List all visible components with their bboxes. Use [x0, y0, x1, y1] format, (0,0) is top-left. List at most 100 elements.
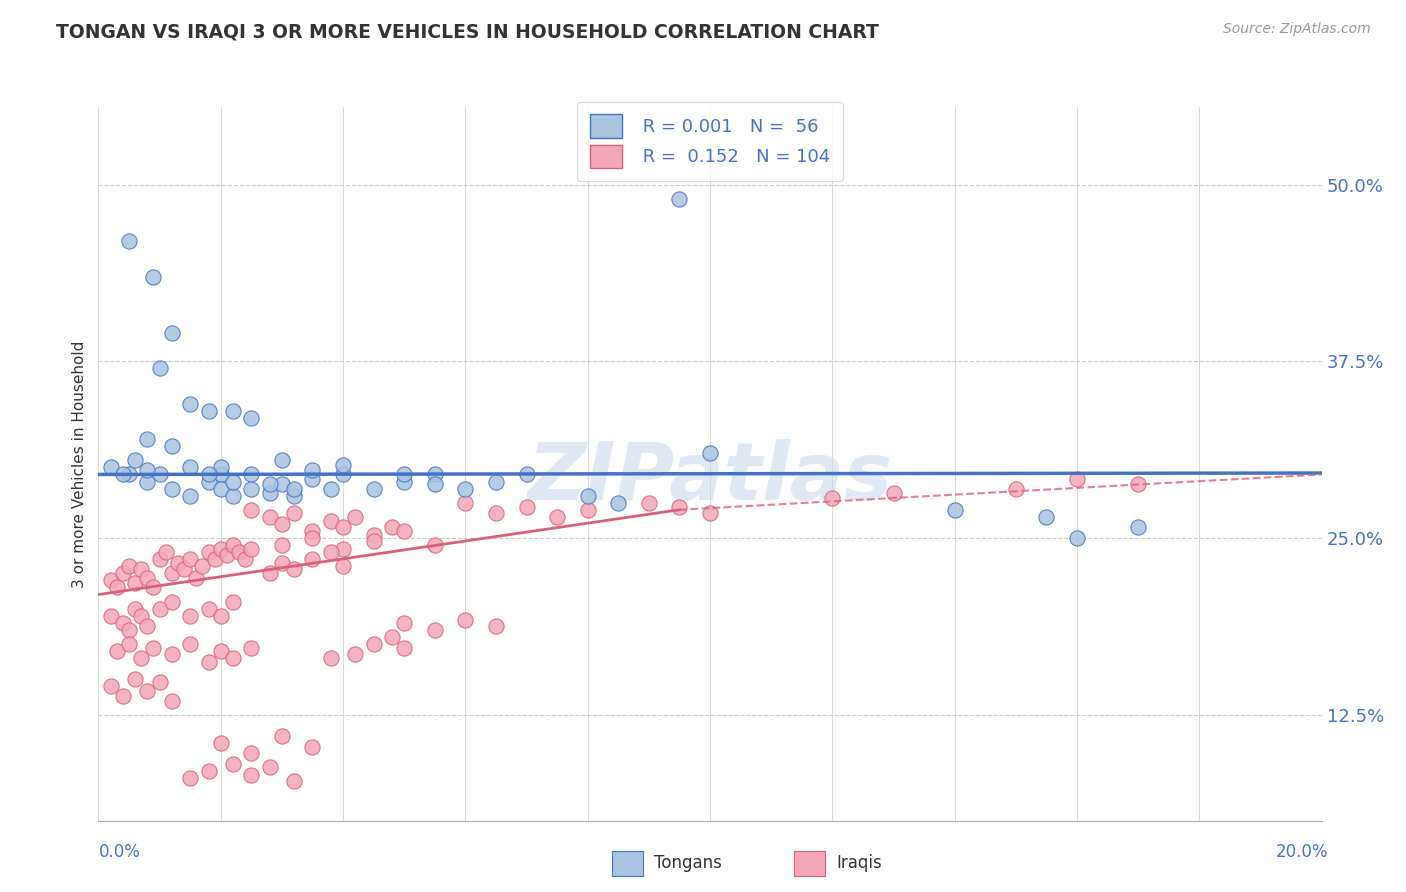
Point — [576, 489, 599, 503]
Point — [105, 581, 128, 595]
Point — [129, 562, 152, 576]
Point — [668, 192, 690, 206]
Point — [197, 404, 219, 418]
Point — [124, 601, 146, 615]
Point — [423, 477, 446, 491]
Point — [270, 729, 292, 743]
Point — [319, 514, 342, 528]
Point — [454, 496, 477, 510]
Text: Source: ZipAtlas.com: Source: ZipAtlas.com — [1223, 22, 1371, 37]
Point — [332, 519, 354, 533]
Point — [179, 489, 201, 503]
Text: 0.0%: 0.0% — [98, 843, 141, 861]
Point — [301, 531, 323, 545]
Point — [124, 576, 146, 591]
Point — [270, 557, 292, 571]
Point — [118, 234, 141, 248]
Point — [259, 760, 281, 774]
Point — [454, 482, 477, 496]
Point — [363, 533, 385, 548]
Point — [485, 475, 508, 489]
Point — [136, 432, 159, 446]
Point — [209, 644, 232, 658]
Point — [270, 538, 292, 552]
Point — [209, 467, 232, 482]
Point — [222, 489, 245, 503]
Point — [423, 467, 446, 482]
Point — [105, 644, 128, 658]
Point — [332, 559, 354, 574]
Point — [215, 548, 238, 562]
Point — [142, 581, 165, 595]
Point — [576, 502, 599, 516]
Point — [118, 623, 141, 637]
Point — [240, 542, 263, 557]
Point — [160, 566, 183, 581]
Point — [423, 623, 446, 637]
Point — [100, 608, 122, 623]
Point — [1066, 531, 1088, 545]
Text: Iraqis: Iraqis — [837, 855, 883, 872]
Point — [454, 613, 477, 627]
Point — [344, 647, 367, 661]
Text: Tongans: Tongans — [654, 855, 721, 872]
Point — [197, 467, 219, 482]
Point — [1128, 477, 1150, 491]
Point — [240, 467, 263, 482]
Point — [485, 618, 508, 632]
Point — [301, 552, 323, 566]
Point — [186, 571, 208, 585]
Point — [179, 397, 201, 411]
Point — [118, 467, 141, 482]
Point — [111, 566, 134, 581]
Point — [222, 475, 245, 489]
Point — [392, 467, 416, 482]
Point — [259, 566, 281, 581]
Point — [197, 764, 219, 779]
Point — [283, 506, 305, 520]
Point — [240, 641, 263, 656]
Point — [240, 768, 263, 782]
Point — [142, 641, 165, 656]
Point — [240, 746, 263, 760]
Point — [111, 690, 134, 704]
Point — [209, 460, 232, 475]
Point — [821, 491, 844, 506]
Point — [637, 496, 661, 510]
Y-axis label: 3 or more Vehicles in Household: 3 or more Vehicles in Household — [72, 340, 87, 588]
Point — [1004, 482, 1026, 496]
Point — [149, 361, 172, 376]
Point — [516, 467, 538, 482]
Text: 20.0%: 20.0% — [1277, 843, 1329, 861]
Point — [209, 482, 232, 496]
Point — [100, 574, 122, 588]
Point — [136, 618, 159, 632]
Point — [344, 509, 367, 524]
Point — [699, 506, 721, 520]
Point — [118, 559, 141, 574]
Point — [270, 453, 292, 467]
Point — [173, 562, 195, 576]
Point — [943, 502, 966, 516]
Point — [100, 680, 122, 694]
Point — [332, 542, 354, 557]
Point — [301, 524, 323, 538]
Point — [222, 651, 245, 665]
Point — [160, 594, 183, 608]
Point — [149, 552, 172, 566]
Point — [197, 545, 219, 559]
Legend:  R = 0.001   N =  56,  R =  0.152   N = 104: R = 0.001 N = 56, R = 0.152 N = 104 — [578, 102, 842, 181]
Point — [381, 630, 404, 644]
Point — [160, 647, 183, 661]
Point — [167, 557, 190, 571]
Point — [111, 467, 134, 482]
Point — [149, 675, 172, 690]
Point — [392, 475, 416, 489]
Point — [283, 562, 305, 576]
Point — [883, 485, 905, 500]
Point — [124, 673, 146, 687]
Point — [160, 693, 183, 707]
Point — [319, 651, 342, 665]
Point — [222, 757, 245, 772]
Point — [136, 463, 159, 477]
